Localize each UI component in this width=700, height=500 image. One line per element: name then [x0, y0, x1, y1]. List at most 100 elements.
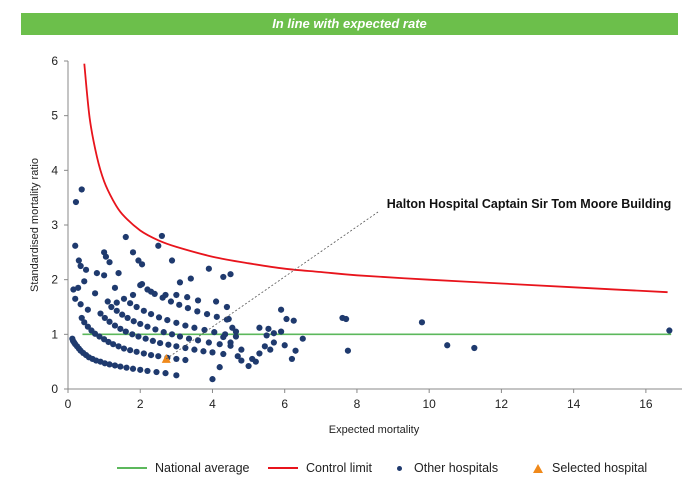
other-hospital-point — [227, 342, 234, 349]
other-hospital-point — [270, 330, 277, 337]
other-hospital-point — [147, 352, 155, 359]
other-hospital-point — [176, 333, 184, 340]
annotation-leader-line — [166, 211, 379, 360]
x-tick-label: 0 — [65, 397, 72, 411]
other-hospital-point — [213, 313, 220, 320]
other-hospital-point — [133, 348, 140, 355]
other-hospital-point — [267, 346, 274, 353]
other-hospital-point — [111, 284, 119, 291]
y-tick-label: 3 — [51, 218, 58, 232]
other-hospital-point — [137, 320, 144, 328]
other-hospital-point — [106, 259, 113, 266]
x-tick-label: 14 — [567, 397, 581, 411]
other-hospital-point — [299, 335, 306, 342]
selected-hospital-swatch — [533, 463, 543, 473]
other-hospital-point — [281, 342, 288, 349]
other-hospital-point — [220, 273, 227, 281]
other-hospital-point — [122, 233, 129, 241]
other-hospital-point — [182, 344, 189, 352]
other-hospital-point — [173, 355, 180, 363]
other-hospital-point — [106, 361, 113, 368]
other-hospital-point — [77, 301, 84, 308]
x-ticks: 0 2 4 6 8 10 12 14 16 — [65, 389, 653, 411]
other-hospital-point — [72, 198, 80, 206]
other-hospital-point — [191, 346, 198, 353]
other-hospital-point — [110, 341, 117, 348]
other-hospital-point — [149, 337, 156, 344]
x-tick-label: 8 — [354, 397, 361, 411]
legend-item-control-limit: Control limit — [268, 457, 372, 479]
other-hospital-point — [223, 303, 231, 311]
other-hospital-point — [130, 318, 137, 325]
other-hospital-point — [283, 315, 290, 323]
other-hospital-point — [101, 272, 108, 279]
other-hospital-point — [157, 339, 164, 347]
other-hospital-point — [227, 271, 234, 278]
chart-title-banner: In line with expected rate — [21, 13, 678, 35]
other-hospital-point — [168, 257, 176, 264]
other-hospital-point — [147, 311, 155, 318]
other-hospital-point — [82, 266, 90, 273]
other-hospital-point — [129, 365, 137, 372]
other-hospital-point — [158, 232, 166, 240]
other-hospital-point — [120, 345, 128, 352]
other-hospital-point — [127, 300, 134, 307]
legend-label-control-limit: Control limit — [306, 461, 372, 475]
other-hospital-point — [120, 295, 128, 302]
other-hospital-point — [238, 357, 245, 364]
other-hospital-point — [129, 249, 137, 256]
other-hospital-point — [209, 376, 216, 383]
other-hospital-point — [164, 317, 171, 324]
other-hospital-point — [220, 350, 227, 358]
other-hospital-point — [153, 368, 160, 376]
other-hospital-point — [209, 349, 216, 356]
other-hospital-point — [129, 291, 137, 299]
y-tick-label: 6 — [51, 54, 58, 68]
other-hospital-point — [101, 360, 108, 367]
legend-item-national-average: National average — [117, 457, 250, 479]
other-hospital-point — [160, 329, 167, 336]
other-hospital-point — [70, 286, 77, 293]
other-hospital-point — [137, 366, 144, 373]
x-tick-label: 4 — [209, 397, 216, 411]
other-hospital-point — [75, 257, 82, 264]
other-hospital-point — [168, 331, 176, 338]
other-hospital-point — [111, 322, 119, 329]
other-hospital-point — [261, 343, 268, 350]
other-hospital-point — [194, 337, 202, 344]
other-hospital-point — [211, 329, 218, 336]
other-hospital-point — [288, 355, 296, 363]
other-hospital-point — [155, 353, 162, 360]
other-hospital-point — [113, 299, 120, 306]
other-hospital-point — [256, 350, 263, 357]
other-hospital-point — [152, 326, 159, 333]
other-hospital-point — [270, 339, 277, 346]
other-hospital-point — [234, 353, 241, 360]
other-hospital-point — [292, 347, 299, 354]
other-hospital-point — [77, 262, 84, 270]
other-hospital-point — [129, 331, 136, 338]
other-hospital-point — [265, 325, 272, 332]
control-limit-curve — [83, 63, 668, 294]
other-hospital-point — [173, 372, 180, 379]
y-tick-label: 4 — [51, 163, 58, 177]
y-tick-label: 2 — [51, 273, 58, 287]
other-hospital-point — [187, 275, 194, 282]
other-hospital-point — [184, 304, 192, 312]
legend-item-other-hospitals: Other hospitals — [397, 457, 498, 479]
legend-label-other-hospitals: Other hospitals — [414, 461, 499, 475]
other-hospital-point — [75, 284, 82, 291]
other-hospital-point — [91, 290, 99, 297]
other-hospital-point — [277, 328, 285, 335]
other-hospital-point — [167, 298, 175, 305]
y-ticks: 0 1 2 3 4 5 6 — [51, 54, 68, 396]
x-tick-label: 10 — [422, 397, 436, 411]
other-hospital-point — [165, 341, 172, 348]
other-hospital-point — [182, 356, 189, 364]
x-axis-label: Expected mortality — [329, 424, 420, 436]
other-hospital-point — [119, 311, 126, 318]
other-hospital-point — [72, 295, 79, 302]
other-hospitals-swatch — [397, 465, 402, 471]
